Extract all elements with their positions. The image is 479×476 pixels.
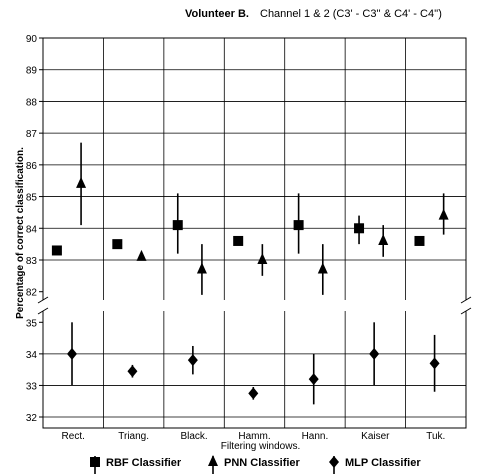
y-tick-label: 89	[26, 66, 38, 77]
axis-break-mark	[460, 296, 472, 304]
x-tick-label: Black.	[180, 431, 207, 442]
data-point	[378, 233, 389, 245]
data-point	[317, 262, 328, 274]
y-tick-label: 87	[26, 129, 38, 140]
legend-marker	[90, 457, 100, 467]
data-point	[293, 220, 304, 231]
axis-break-gap	[37, 300, 472, 311]
data-point	[51, 245, 62, 256]
data-point	[172, 220, 183, 231]
legend: RBF Classifier PNN Classifier MLP Classifi…	[90, 455, 421, 474]
x-tick-label: Triang.	[118, 431, 149, 442]
legend-label: RBF Classifier	[106, 457, 182, 469]
y-axis-label: Percentage of correct classification.	[15, 147, 26, 319]
plot-area: 82 83 84 85 86 87 88 89 90 32 33 34 35 Rect. Triang. Bl…	[15, 34, 472, 452]
data-point	[233, 235, 244, 246]
x-tick-label: Rect.	[62, 431, 85, 442]
y-tick-label: 33	[26, 381, 38, 392]
data-point	[429, 357, 440, 370]
y-tick-label: 34	[26, 350, 38, 361]
y-tick-label: 82	[26, 288, 38, 299]
x-tick-label: Hamm.	[238, 431, 270, 442]
x-axis-label: Filtering windows.	[221, 441, 300, 452]
data-point	[67, 347, 78, 360]
data-point	[196, 262, 207, 274]
data-point	[76, 176, 87, 188]
axis-break-mark	[37, 307, 49, 315]
legend-marker	[329, 456, 339, 468]
y-tick-label: 86	[26, 161, 38, 172]
y-tick-label: 84	[26, 224, 38, 235]
axis-break-mark	[460, 307, 472, 315]
y-tick-label: 85	[26, 193, 38, 204]
y-tick-label: 88	[26, 97, 38, 108]
header-bold: Volunteer B.	[185, 8, 249, 20]
data-point	[112, 239, 123, 250]
chart-header: Volunteer B. Channel 1 & 2 (C3' - C3'' &…	[185, 8, 442, 20]
data-point	[354, 223, 365, 234]
legend-label: MLP Classifier	[345, 457, 421, 469]
y-tick-label: 35	[26, 318, 38, 329]
data-point	[257, 252, 268, 264]
data-point	[248, 387, 259, 400]
x-tick-label: Tuk.	[426, 431, 445, 442]
legend-label: PNN Classifier	[224, 457, 301, 469]
data-point	[438, 208, 449, 220]
data-point	[414, 235, 425, 246]
y-tick-label: 32	[26, 413, 38, 424]
data-point	[369, 347, 380, 360]
data-point	[187, 354, 198, 367]
legend-marker	[208, 455, 218, 466]
x-tick-label: Hann.	[302, 431, 329, 442]
header-rest: Channel 1 & 2 (C3' - C3'' & C4' - C4'')	[260, 8, 442, 20]
data-point	[127, 365, 138, 378]
y-tick-label: 90	[26, 34, 38, 45]
plot-frame	[42, 37, 467, 429]
y-tick-label: 83	[26, 256, 38, 267]
data-point	[308, 373, 319, 386]
data-point	[136, 249, 147, 261]
axis-break-mark	[37, 296, 49, 304]
x-tick-label: Kaiser	[361, 431, 390, 442]
